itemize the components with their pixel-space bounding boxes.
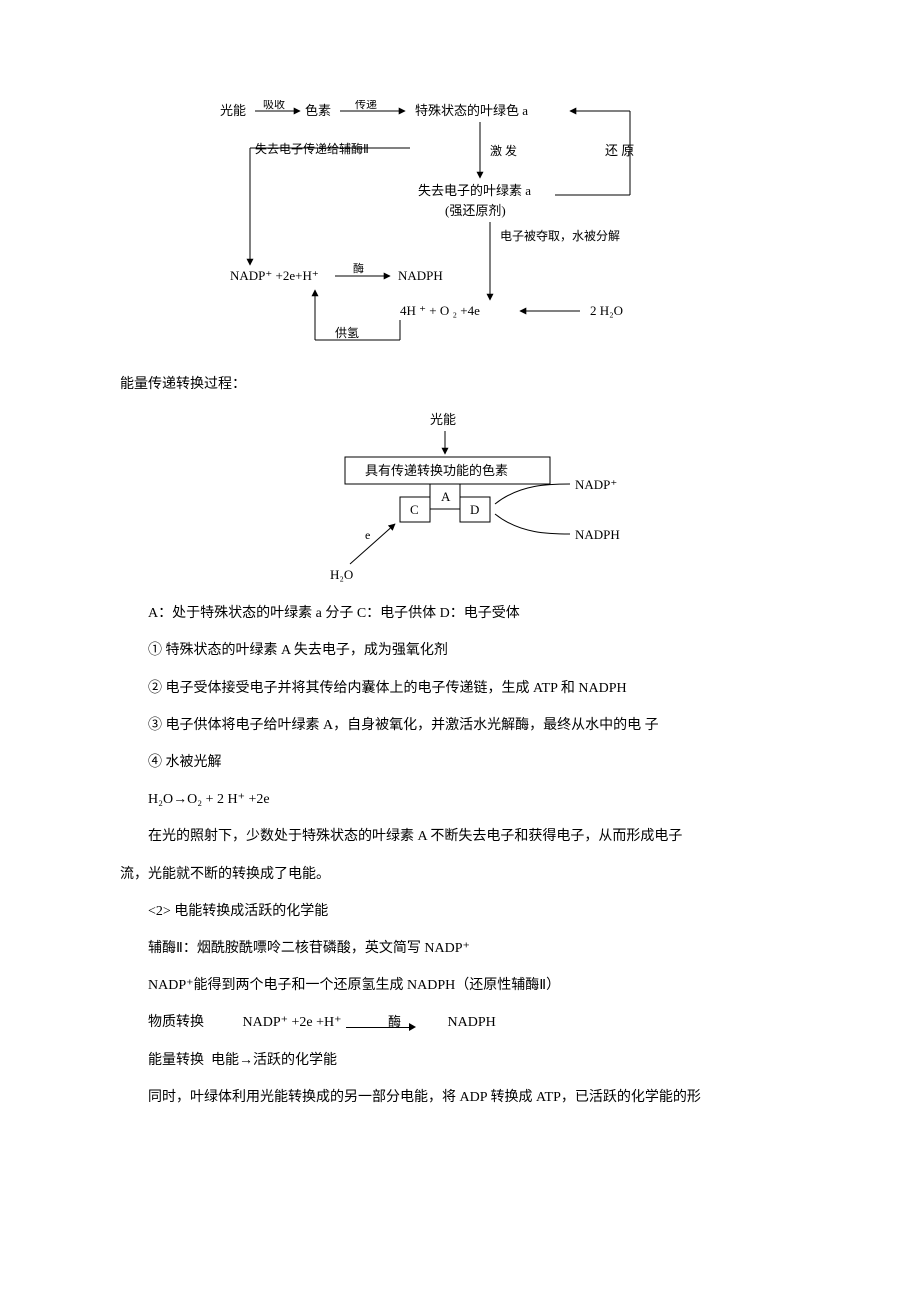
d1-pigment: 色素 (305, 103, 331, 118)
d1-nadph: NADPH (398, 268, 443, 283)
list-item-4: ④ 水被光解 (120, 750, 800, 775)
d2-e: e (365, 528, 370, 542)
list-item-2: ② 电子受体接受电子并将其传给内囊体上的电子传递链，生成 ATP 和 NADPH (120, 676, 800, 701)
d1-supplyh: 供氢 (335, 325, 359, 340)
d2-light: 光能 (430, 412, 456, 427)
d1-absorb: 吸收 (263, 100, 285, 111)
para-electron-flow-1: 在光的照射下，少数处于特殊状态的叶绿素 A 不断失去电子和获得电子，从而形成电子 (120, 824, 800, 849)
d1-transfer: 传递 (355, 100, 377, 111)
label-energy: 能量转换 (148, 1053, 204, 1068)
eq1-right: O₂ + 2 H⁺ +2e (187, 792, 270, 807)
d1-special: 特殊状态的叶绿色 a (415, 103, 528, 118)
list-item-3: ③ 电子供体将电子给叶绿素 A，自身被氧化，并激活水光解酶，最终从水中的电 子 (120, 713, 800, 738)
d2-pigment-box: 具有传递转换功能的色素 (365, 463, 508, 478)
d1-reduce: 还 原 (605, 143, 634, 158)
legend-acd: A：处于特殊状态的叶绿素 a 分子 C：电子供体 D：电子受体 (120, 601, 800, 626)
d1-reducer: (强还原剂) (445, 203, 506, 218)
diagram-photosynthesis: 光能 吸收 色素 传递 特殊状态的叶绿色 a 还 原 激 发 失去电子传递给辅酶… (200, 100, 720, 360)
section-heading-1: 能量传递转换过程： (120, 372, 800, 397)
d1-etaken: 电子被夺取，水被分解 (500, 229, 620, 243)
reaction-enzyme: 酶 (346, 1010, 416, 1033)
d1-excite: 激 发 (490, 143, 517, 158)
d2-A: A (441, 489, 451, 504)
para-energy-conv: 能量转换 电能→活跃的化学能 (120, 1048, 800, 1073)
d1-nadp: NADP⁺ +2e+H⁺ (230, 268, 319, 283)
para-nadp-e: NADP⁺能得到两个电子和一个还原氢生成 NADPH（还原性辅酶Ⅱ） (120, 973, 800, 998)
reaction-right: NADPH (420, 1010, 496, 1035)
d1-lost-chl: 失去电子的叶绿素 a (418, 183, 531, 198)
para-atp: 同时，叶绿体利用光能转换成的另一部分电能，将 ADP 转换成 ATP，已活跃的化… (120, 1085, 800, 1110)
d1-light: 光能 (220, 103, 246, 118)
label-material: 物质转换 (148, 1015, 204, 1030)
d2-D: D (470, 502, 479, 517)
d2-nadp: NADP⁺ (575, 477, 617, 492)
para-material-conv: 物质转换 NADP⁺ +2e +H⁺ 酶 NADPH (120, 1010, 800, 1035)
list-item-1: ① 特殊状态的叶绿素 A 失去电子，成为强氧化剂 (120, 638, 800, 663)
diagram-energy-transfer: 光能 具有传递转换功能的色素 A C D NADP⁺ NADPH e H₂O (250, 409, 670, 589)
equation-1: H₂O→O₂ + 2 H⁺ +2e (120, 787, 800, 812)
d2-nadph: NADPH (575, 527, 620, 542)
heading-2: <2> 电能转换成活跃的化学能 (120, 899, 800, 924)
reaction-left: NADP⁺ +2e +H⁺ (215, 1010, 342, 1035)
para-electron-flow-2: 流，光能就不断的转换成了电能。 (120, 862, 800, 887)
d1-water: 2 H₂O (590, 303, 623, 318)
d1-enzyme: 酶 (353, 262, 364, 275)
d2-C: C (410, 502, 419, 517)
d1-ho: 4H ⁺ + O ₂ +4e (400, 303, 480, 318)
d2-h2o: H₂O (330, 567, 353, 582)
eq1-arrow: → (173, 792, 187, 807)
energy-conv-text: 电能→活跃的化学能 (211, 1053, 337, 1068)
eq1-left: H₂O (148, 792, 173, 807)
reaction-arrow-icon: 酶 (346, 1013, 416, 1033)
para-coenzyme: 辅酶Ⅱ：烟酰胺酰嘌呤二核苷磷酸，英文简写 NADP⁺ (120, 936, 800, 961)
